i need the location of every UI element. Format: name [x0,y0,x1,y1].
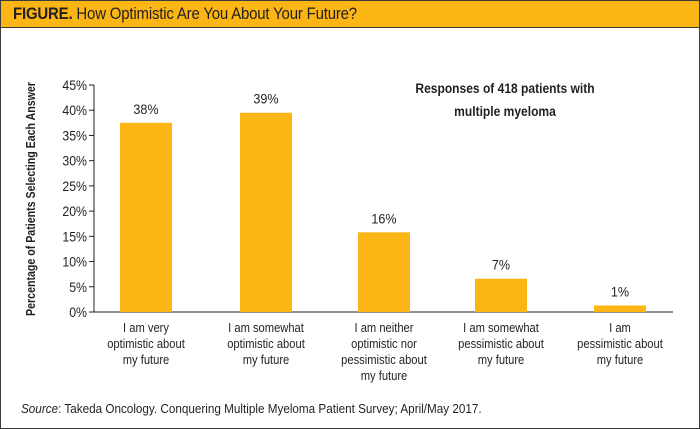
category-label: optimistic about [227,336,305,351]
data-label: 39% [253,91,278,107]
bar-chart: 0% 5% 10% 15% 20% 25% 30% 35% 40% 45% 38% 39% 16% 7%… [24,77,673,383]
source-text: : Takeda Oncology. Conquering Multiple M… [58,401,482,416]
y-tick-label: 35% [62,128,87,144]
category-label: optimistic nor [351,336,417,351]
data-label: 38% [133,101,158,117]
y-tick-label: 25% [62,178,87,194]
bars [120,112,646,312]
data-labels: 38% 39% 16% 7% 1% [133,91,629,299]
data-label: 1% [611,284,629,300]
source-label: Source [21,401,59,416]
y-tick-label: 45% [62,77,87,93]
y-tick-label: 5% [69,279,87,295]
category-label: optimistic about [107,336,185,351]
category-label: I am [609,320,631,335]
category-label: I am very [123,320,170,335]
category-label: my future [243,352,290,367]
y-axis-title: Percentage of Patients Selecting Each An… [24,82,38,316]
figure-header: FIGURE. How Optimistic Are You About You… [1,1,699,28]
category-label: pessimistic about [458,336,544,351]
y-tick-label: 15% [62,229,87,245]
bar [594,305,646,312]
y-axis: 0% 5% 10% 15% 20% 25% 30% 35% 40% 45% [62,77,95,320]
category-label: I am neither [355,320,414,335]
y-tick-label: 30% [62,153,87,169]
y-tick-label: 10% [62,254,87,270]
bar [240,112,292,312]
category-label: pessimistic about [341,352,427,367]
y-tick-label: 20% [62,203,87,219]
annotation-line-1: Responses of 418 patients with [415,80,594,96]
figure-label: FIGURE. [13,4,73,23]
bar [475,278,527,312]
category-label: my future [597,352,644,367]
category-label: my future [123,352,170,367]
source-note: Source: Takeda Oncology. Conquering Mult… [21,401,482,416]
category-label: I am somewhat [228,320,304,335]
category-label: my future [361,368,408,383]
bar [120,122,172,312]
data-label: 16% [371,211,396,227]
figure-title-text: How Optimistic Are You About Your Future… [76,4,357,23]
category-label: I am somewhat [463,320,539,335]
data-label: 7% [492,257,510,273]
category-label: my future [478,352,525,367]
figure-title: FIGURE. How Optimistic Are You About You… [13,4,357,24]
y-tick-label: 0% [69,304,87,320]
y-tick-label: 40% [62,102,87,118]
bar [358,232,410,312]
annotation-line-2: multiple myeloma [454,103,556,119]
category-label: pessimistic about [577,336,663,351]
